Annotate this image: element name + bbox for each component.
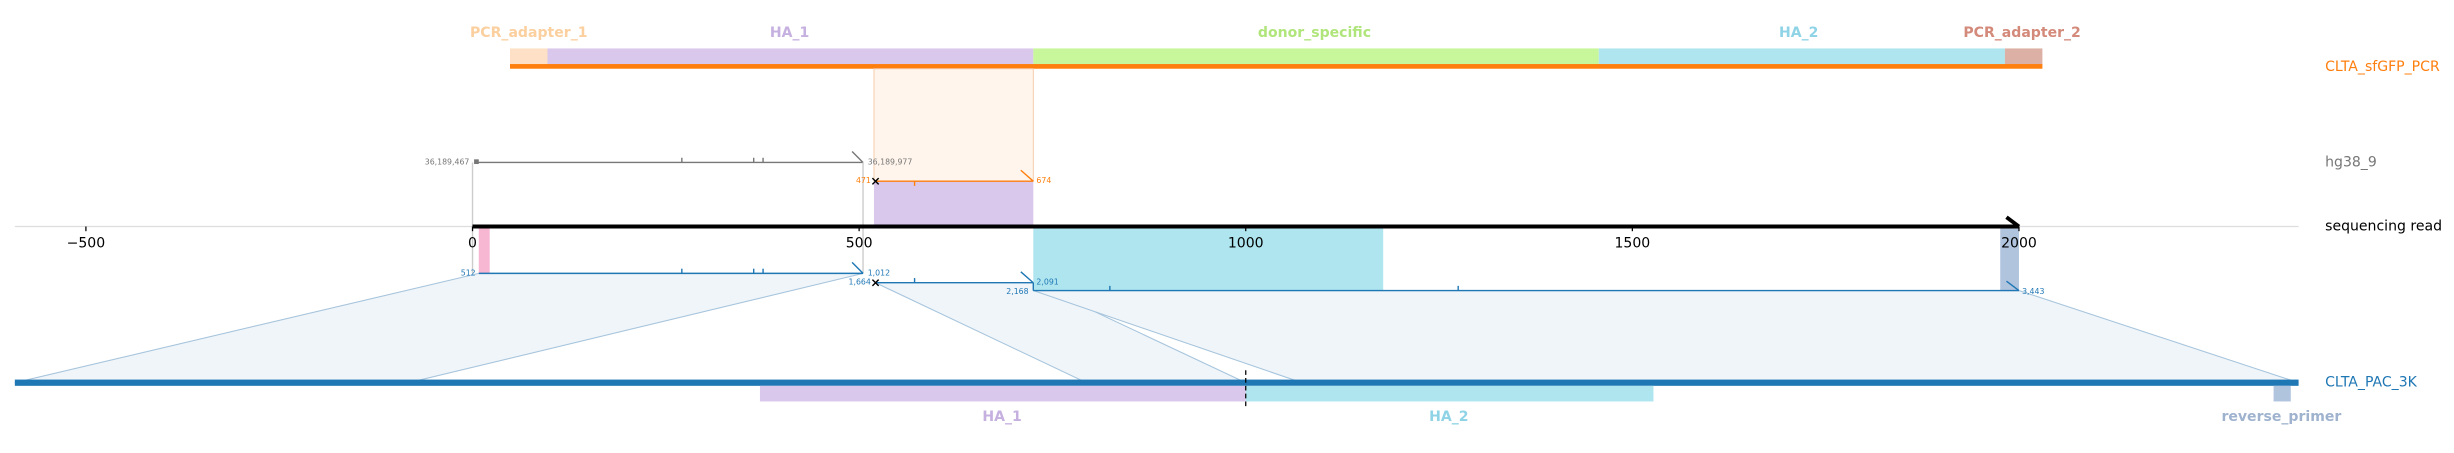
coord-label: 1,664	[849, 278, 871, 287]
genome-alignment	[471, 151, 864, 274]
feature-label: HA_2	[1779, 25, 1818, 41]
coord-label: 1,012	[868, 268, 890, 277]
feature-label: HA_1	[770, 25, 809, 41]
axis-tick-label: 0	[468, 236, 477, 252]
coord-label: 512	[461, 268, 476, 277]
axis-tick-label: 2000	[2001, 236, 2037, 252]
coord-label: 3,443	[2022, 287, 2044, 296]
read-feature	[2000, 228, 2019, 291]
ha1-on-read	[873, 181, 1034, 227]
coord-label: 2,091	[1036, 278, 1058, 287]
feature-label: HA_1	[982, 409, 1021, 425]
plasmid-alignments	[478, 261, 2020, 292]
axis-tick-label: −500	[67, 236, 106, 252]
feature-label: PCR_adapter_2	[1963, 25, 2080, 41]
feature-label: HA_2	[1429, 409, 1468, 425]
construct-features	[510, 48, 2043, 69]
feature-label: donor_specific	[1258, 25, 1371, 41]
alignment-bands	[14, 272, 2299, 384]
axis-tick-label: 1500	[1614, 236, 1650, 252]
coord-label: 674	[1036, 176, 1051, 185]
coord-label: 36,189,977	[868, 157, 913, 166]
track-label: hg38_9	[2325, 154, 2377, 170]
read-arrow	[2005, 215, 2021, 229]
axis-tick-label: 500	[846, 236, 873, 252]
plasmid-feature	[2273, 385, 2291, 402]
track-label: CLTA_sfGFP_PCR	[2325, 59, 2440, 75]
coord-label: 36,189,467	[425, 157, 470, 166]
plasmid-bar	[14, 379, 2299, 386]
feature-label: PCR_adapter_1	[470, 25, 587, 41]
plasmid-feature	[1245, 385, 1654, 402]
pcr-alignment	[871, 169, 1034, 186]
axis-tick-label: 1000	[1228, 236, 1264, 252]
coord-label: 471	[856, 176, 871, 185]
read-feature	[1033, 228, 1384, 291]
plasmid-feature	[759, 385, 1246, 402]
track-label: sequencing read	[2325, 219, 2442, 235]
pcr-projection	[873, 68, 1034, 182]
coord-label: 2,168	[1006, 287, 1028, 296]
track-label: CLTA_PAC_3K	[2325, 375, 2418, 391]
read-feature	[478, 228, 490, 274]
feature-label: reverse_primer	[2221, 409, 2341, 425]
